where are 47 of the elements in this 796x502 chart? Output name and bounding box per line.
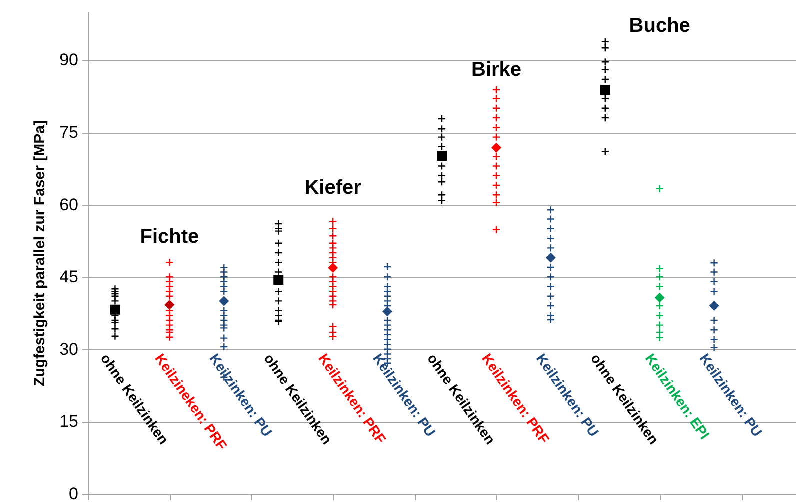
y-tick-label: 30 [60,340,78,359]
point [656,302,664,310]
point [601,114,610,122]
point [656,272,664,282]
point [111,318,120,328]
point [328,248,338,258]
point [656,312,664,320]
point [492,133,501,142]
annotation: Birke [471,59,522,81]
point [328,287,338,296]
point [601,94,610,103]
y-tick-label: 45 [60,268,78,287]
point [274,274,284,285]
point [382,306,393,317]
point [438,191,446,200]
point [437,151,447,162]
point [328,332,338,342]
point [601,104,610,113]
point [219,296,230,306]
point [656,328,664,337]
point [654,292,665,303]
y-tick-label: 60 [60,195,78,214]
point [492,226,501,234]
point [656,334,664,342]
point [709,301,720,312]
point [166,328,174,337]
annotation: Fichte [140,226,200,248]
point [164,300,175,310]
point [438,178,446,186]
point [438,172,446,180]
annotation: Kiefer [304,177,362,199]
point [166,292,174,301]
point [656,321,664,330]
point [220,342,228,352]
y-tick-label: 0 [69,484,78,502]
point [274,287,283,296]
y-tick-label: 75 [60,123,78,142]
y-tick-label: 15 [60,412,78,432]
y-axis-title: Zugfestigkeit parallel zur Faser [MPa] [32,120,49,386]
point [656,184,664,194]
point [656,264,664,274]
point [600,85,610,96]
annotation: Buche [629,15,690,37]
point [110,304,120,315]
point [656,282,664,291]
point [546,252,556,263]
y-tick-label: 90 [60,50,78,70]
